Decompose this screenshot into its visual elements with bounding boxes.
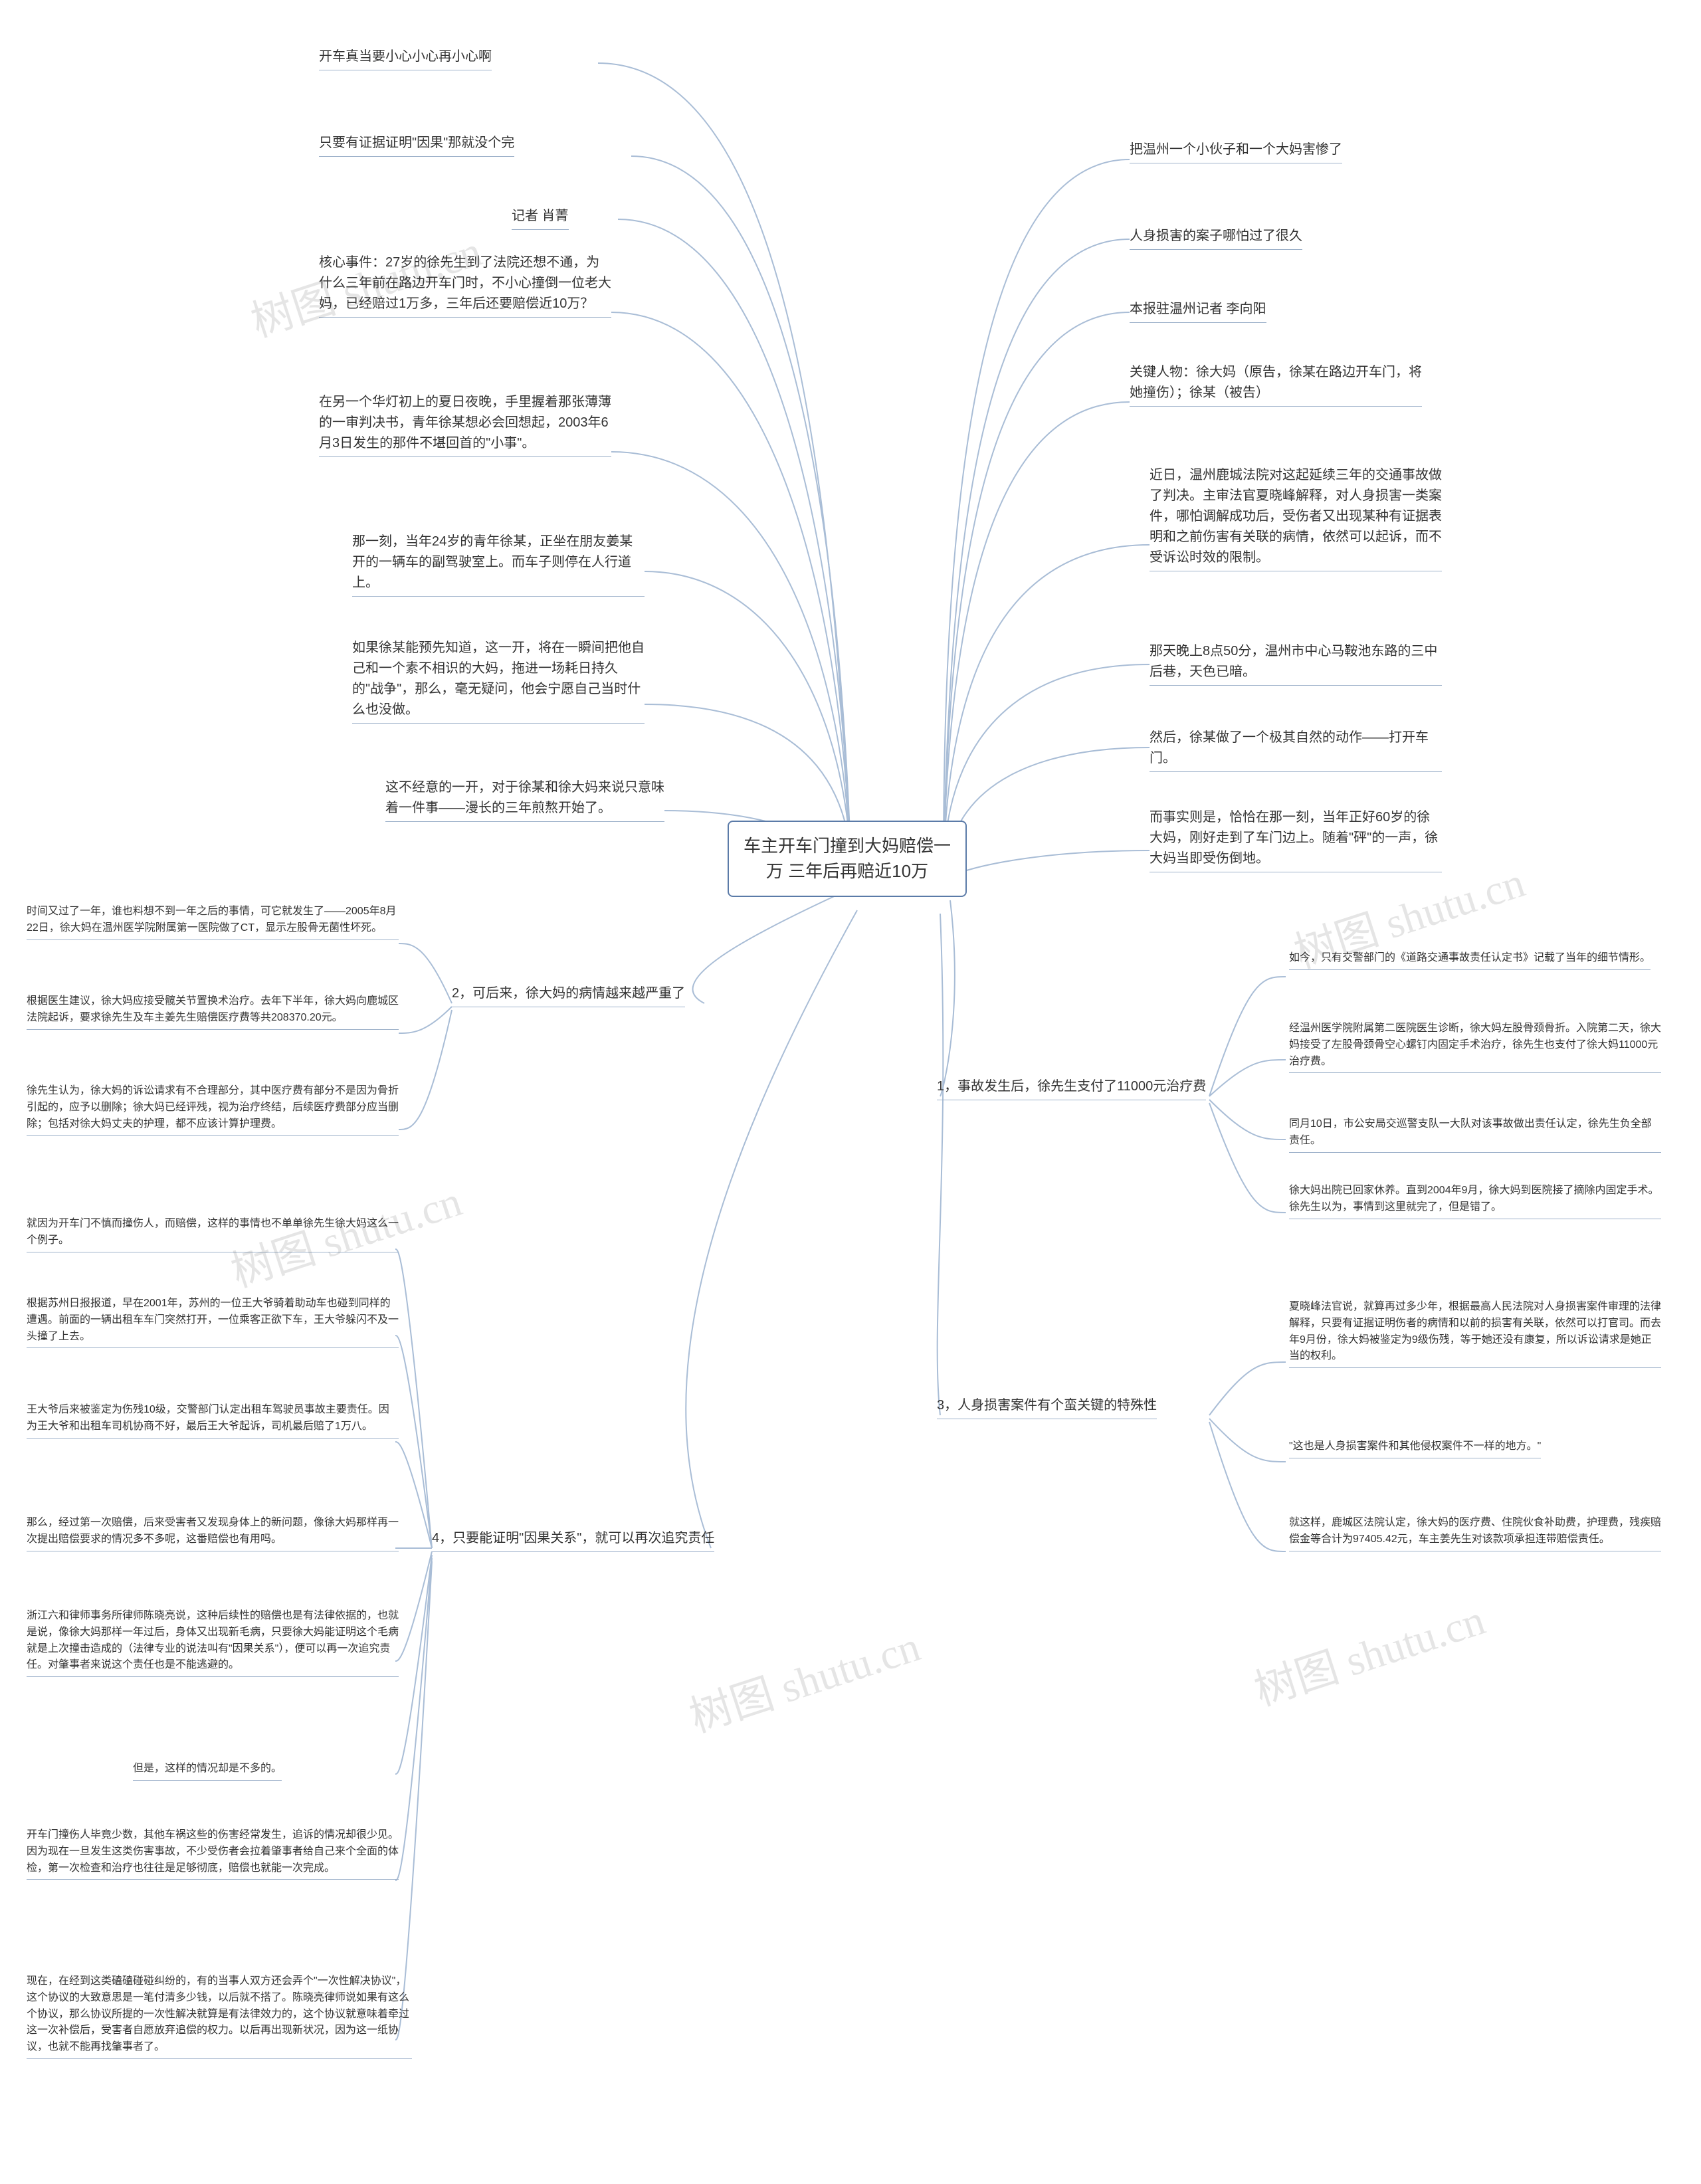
right-top-node-6[interactable]: 然后，徐某做了一个极其自然的动作——打开车门。 [1150,728,1442,772]
right-mid-label[interactable]: 1，事故发生后，徐先生支付了11000元治疗费 [937,1076,1206,1100]
left-mid-child-0[interactable]: 时间又过了一年，谁也料想不到一年之后的事情，可它就发生了——2005年8月22日… [27,904,399,940]
right-bottom-child-0[interactable]: 夏晓峰法官说，就算再过多少年，根据最高人民法院对人身损害案件审理的法律解释，只要… [1289,1299,1661,1368]
left-top-node-6[interactable]: 如果徐某能预先知道，这一开，将在一瞬间把他自己和一个素不相识的大妈，拖进一场耗日… [352,638,645,724]
left-bottom-child-6[interactable]: 开车门撞伤人毕竟少数，其他车祸这些的伤害经常发生，追诉的情况却很少见。因为现在一… [27,1827,399,1880]
left-top-node-1[interactable]: 只要有证据证明"因果"那就没个完 [319,133,514,157]
right-bottom-child-2[interactable]: 就这样，鹿城区法院认定，徐大妈的医疗费、住院伙食补助费，护理费，残疾赔偿金等合计… [1289,1515,1661,1551]
watermark-3: 树图 shutu.cn [681,1613,927,1744]
right-mid-child-3[interactable]: 徐大妈出院已回家休养。直到2004年9月，徐大妈到医院接了摘除内固定手术。徐先生… [1289,1183,1661,1219]
left-bottom-child-7[interactable]: 现在，在经到这类磕磕碰碰纠纷的，有的当事人双方还会弄个"一次性解决协议"，这个协… [27,1973,412,2059]
right-mid-child-2[interactable]: 同月10日，市公安局交巡警支队一大队对该事故做出责任认定，徐先生负全部责任。 [1289,1116,1661,1153]
left-bottom-child-2[interactable]: 王大爷后来被鉴定为伤残10级，交警部门认定出租车驾驶员事故主要责任。因为王大爷和… [27,1402,399,1439]
left-top-node-5[interactable]: 那一刻，当年24岁的青年徐某，正坐在朋友姜某开的一辆车的副驾驶室上。而车子则停在… [352,532,645,597]
right-mid-child-1[interactable]: 经温州医学院附属第二医院医生诊断，徐大妈左股骨颈骨折。入院第二天，徐大妈接受了左… [1289,1021,1661,1073]
right-top-node-1[interactable]: 人身损害的案子哪怕过了很久 [1130,226,1302,250]
center-topic-text: 车主开车门撞到大妈赔偿一万 三年后再赔近10万 [744,836,951,881]
right-top-node-7[interactable]: 而事实则是，恰恰在那一刻，当年正好60岁的徐大妈，刚好走到了车门边上。随着"砰"… [1150,807,1442,872]
left-bottom-child-5[interactable]: 但是，这样的情况却是不多的。 [133,1761,282,1781]
left-bottom-child-4[interactable]: 浙江六和律师事务所律师陈晓亮说，这种后续性的赔偿也是有法律依据的，也就是说，像徐… [27,1608,399,1677]
left-mid-label[interactable]: 2，可后来，徐大妈的病情越来越严重了 [452,983,685,1007]
right-mid-child-0[interactable]: 如今，只有交警部门的《道路交通事故责任认定书》记载了当年的细节情形。 [1289,950,1651,970]
mindmap-canvas: 车主开车门撞到大妈赔偿一万 三年后再赔近10万 开车真当要小心小心再小心啊只要有… [0,0,1701,2184]
left-top-node-2[interactable]: 记者 肖菁 [512,206,569,230]
left-top-node-4[interactable]: 在另一个华灯初上的夏日夜晚，手里握着那张薄薄的一审判决书，青年徐某想必会回想起，… [319,392,611,457]
left-top-node-7[interactable]: 这不经意的一开，对于徐某和徐大妈来说只意味着一件事——漫长的三年煎熬开始了。 [385,777,664,822]
left-bottom-label[interactable]: 4，只要能证明"因果关系"，就可以再次追究责任 [432,1528,714,1552]
left-bottom-child-3[interactable]: 那么，经过第一次赔偿，后来受害者又发现身体上的新问题，像徐大妈那样再一次提出赔偿… [27,1515,399,1551]
right-top-node-3[interactable]: 关键人物：徐大妈（原告，徐某在路边开车门，将她撞伤）；徐某（被告） [1130,362,1422,407]
center-topic[interactable]: 车主开车门撞到大妈赔偿一万 三年后再赔近10万 [728,821,967,897]
right-top-node-5[interactable]: 那天晚上8点50分，温州市中心马鞍池东路的三中后巷，天色已暗。 [1150,641,1442,686]
right-top-node-4[interactable]: 近日，温州鹿城法院对这起延续三年的交通事故做了判决。主审法官夏晓峰解释，对人身损… [1150,465,1442,571]
right-top-node-2[interactable]: 本报驻温州记者 李向阳 [1130,299,1266,323]
right-bottom-label[interactable]: 3，人身损害案件有个蛮关键的特殊性 [937,1395,1157,1419]
right-top-node-0[interactable]: 把温州一个小伙子和一个大妈害惨了 [1130,140,1342,163]
left-top-node-3[interactable]: 核心事件：27岁的徐先生到了法院还想不通，为什么三年前在路边开车门时，不小心撞倒… [319,252,611,318]
left-bottom-child-1[interactable]: 根据苏州日报报道，早在2001年，苏州的一位王大爷骑着助动车也碰到同样的遭遇。前… [27,1296,399,1348]
left-bottom-child-0[interactable]: 就因为开车门不慎而撞伤人，而赔偿，这样的事情也不单单徐先生徐大妈这么一个例子。 [27,1216,399,1252]
right-bottom-child-1[interactable]: "这也是人身损害案件和其他侵权案件不一样的地方。" [1289,1439,1541,1458]
left-top-node-0[interactable]: 开车真当要小心小心再小心啊 [319,47,492,70]
left-mid-child-2[interactable]: 徐先生认为，徐大妈的诉讼请求有不合理部分，其中医疗费有部分不是因为骨折引起的，应… [27,1083,399,1136]
watermark-4: 树图 shutu.cn [1246,1586,1492,1718]
left-mid-child-1[interactable]: 根据医生建议，徐大妈应接受髋关节置换术治疗。去年下半年，徐大妈向鹿城区法院起诉，… [27,993,399,1030]
